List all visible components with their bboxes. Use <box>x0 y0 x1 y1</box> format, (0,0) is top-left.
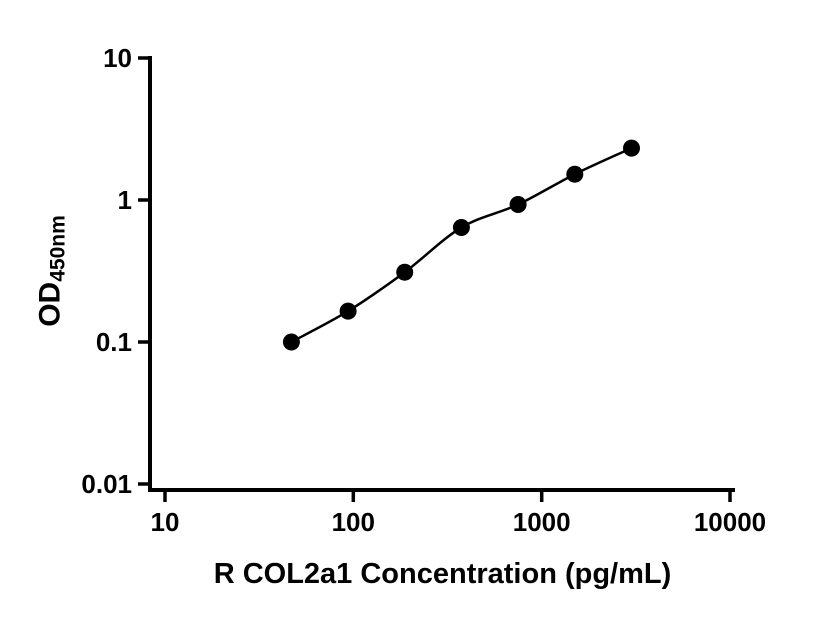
y-tick-label: 10 <box>103 43 132 73</box>
x-axis-title: R COL2a1 Concentration (pg/mL) <box>213 558 672 590</box>
y-tick-label: 0.1 <box>96 327 132 357</box>
data-point <box>339 302 357 320</box>
x-tick-label: 10 <box>151 507 180 537</box>
y-tick-label: 0.01 <box>81 469 132 499</box>
data-point <box>396 263 414 281</box>
x-tick-label: 10000 <box>694 507 766 537</box>
y-tick-label: 1 <box>118 185 132 215</box>
data-point <box>623 139 640 157</box>
x-tick-label: 100 <box>332 507 375 537</box>
data-point <box>282 333 300 351</box>
y-axis-title-subscript: 450nm <box>46 215 70 282</box>
data-point <box>452 219 470 236</box>
data-point <box>509 196 527 213</box>
data-point <box>566 165 584 183</box>
y-axis-title: OD450nm <box>34 215 71 327</box>
x-tick-label: 1000 <box>513 507 571 537</box>
y-axis-title-main: OD <box>33 281 67 327</box>
